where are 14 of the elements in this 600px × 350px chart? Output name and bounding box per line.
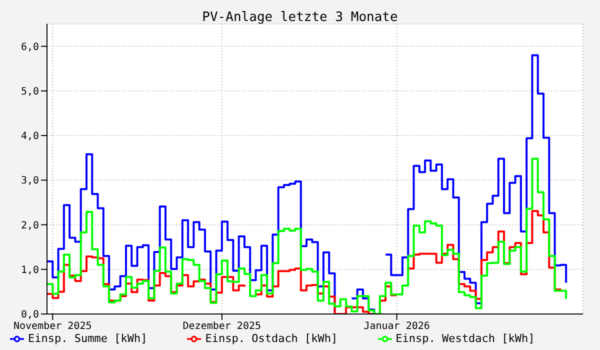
- y-tick-label: 3,0: [20, 176, 39, 187]
- x-tick-label: November 2025: [14, 321, 92, 332]
- x-tick-label: Januar 2026: [364, 321, 430, 332]
- y-tick-label: 0,0: [20, 310, 39, 321]
- chart-title: PV-Anlage letzte 3 Monate: [201, 10, 399, 25]
- legend-label: Einsp. Ostdach [kWh]: [205, 332, 338, 346]
- y-tick-label: 4,0: [20, 131, 39, 142]
- y-tick-label: 6,0: [20, 42, 39, 53]
- legend-label: Einsp. Summe [kWh]: [28, 332, 148, 346]
- y-tick-label: 2,0: [20, 220, 39, 232]
- x-tick-label: Dezember 2025: [182, 321, 262, 332]
- y-tick-label: 1,0: [20, 264, 39, 276]
- legend-label: Einsp. Westdach [kWh]: [396, 332, 535, 346]
- y-tick-label: 5,0: [20, 86, 39, 98]
